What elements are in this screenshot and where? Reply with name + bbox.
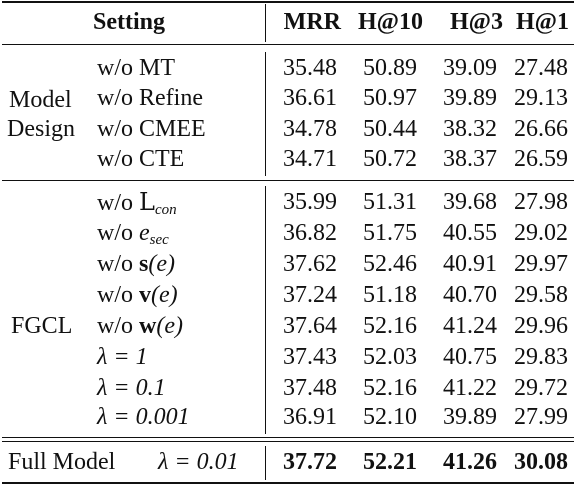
cell-mrr: 35.48 xyxy=(283,55,337,81)
cell-h1: 29.97 xyxy=(514,251,568,277)
cell-h1: 29.72 xyxy=(514,375,568,401)
row-setting: λ = 0.001 xyxy=(97,404,190,430)
loss-symbol: L xyxy=(139,188,155,216)
cell-mrr: 37.64 xyxy=(283,313,337,339)
cell-h3: 38.32 xyxy=(443,116,497,142)
header-rule xyxy=(2,44,574,45)
group-label: FGCL xyxy=(11,313,73,339)
cell-h3: 41.24 xyxy=(443,313,497,339)
cell-h1: 27.48 xyxy=(514,55,568,81)
row-setting: w/o v(e) xyxy=(97,281,178,309)
symbol-subscript: sec xyxy=(149,232,169,248)
cell-h1: 29.96 xyxy=(514,313,568,339)
cell-h1: 26.66 xyxy=(514,116,568,142)
math-symbol: s xyxy=(139,251,149,277)
cell-h1: 30.08 xyxy=(514,449,568,475)
group-rule xyxy=(2,180,574,181)
row-setting: w/o w(e) xyxy=(97,312,183,340)
cell-h10: 51.75 xyxy=(363,220,417,246)
cell-mrr: 34.71 xyxy=(283,146,337,172)
full-model-label: Full Model xyxy=(8,449,116,475)
cell-h3: 39.89 xyxy=(443,85,497,111)
cell-h10: 52.03 xyxy=(363,344,417,370)
cell-mrr: 34.78 xyxy=(283,116,337,142)
top-rule xyxy=(2,1,574,3)
row-setting: w/o CMEE xyxy=(97,116,206,142)
cell-h1: 27.98 xyxy=(514,189,568,215)
cell-h1: 29.58 xyxy=(514,282,568,308)
math-symbol: v xyxy=(139,282,151,308)
cell-h10: 52.46 xyxy=(363,251,417,277)
col-separator xyxy=(265,186,267,434)
cell-mrr: 35.99 xyxy=(283,189,337,215)
header-col-h10: H@10 xyxy=(358,9,423,35)
cell-h10: 50.72 xyxy=(363,146,417,172)
col-separator xyxy=(265,4,267,42)
cell-mrr: 37.43 xyxy=(283,344,337,370)
cell-mrr: 37.24 xyxy=(283,282,337,308)
col-separator xyxy=(265,52,267,176)
cell-mrr: 37.72 xyxy=(283,449,337,475)
cell-mrr: 37.48 xyxy=(283,375,337,401)
cell-h10: 52.21 xyxy=(363,449,417,475)
symbol-argument: (e) xyxy=(151,282,178,308)
setting-prefix: w/o xyxy=(97,313,133,339)
bottom-rule xyxy=(2,482,574,484)
header-col-h1: H@1 xyxy=(516,9,569,35)
header-col-h3: H@3 xyxy=(450,9,503,35)
cell-h1: 29.02 xyxy=(514,220,568,246)
cell-h1: 26.59 xyxy=(514,146,568,172)
cell-h3: 40.55 xyxy=(443,220,497,246)
fullmodel-rule-2 xyxy=(2,441,574,442)
cell-h1: 29.13 xyxy=(514,85,568,111)
symbol-argument: (e) xyxy=(148,251,175,277)
cell-h3: 40.91 xyxy=(443,251,497,277)
symbol-subscript: con xyxy=(154,202,177,218)
cell-mrr: 36.82 xyxy=(283,220,337,246)
math-symbol: e xyxy=(139,220,150,246)
row-setting: λ = 1 xyxy=(97,344,148,370)
setting-prefix: w/o xyxy=(97,251,133,277)
cell-mrr: 36.61 xyxy=(283,85,337,111)
symbol-argument: (e) xyxy=(156,313,183,339)
group-label: Model xyxy=(9,87,72,113)
cell-h3: 40.70 xyxy=(443,282,497,308)
group-label: Design xyxy=(7,116,75,142)
cell-h10: 50.44 xyxy=(363,116,417,142)
cell-h1: 29.83 xyxy=(514,344,568,370)
cell-h3: 39.89 xyxy=(443,404,497,430)
header-col-mrr: MRR xyxy=(283,9,341,35)
cell-h10: 52.10 xyxy=(363,404,417,430)
row-setting: w/o s(e) xyxy=(97,250,175,278)
cell-h3: 41.22 xyxy=(443,375,497,401)
cell-mrr: 36.91 xyxy=(283,404,337,430)
cell-h10: 51.18 xyxy=(363,282,417,308)
row-setting: w/o MT xyxy=(97,55,175,81)
full-model-setting: λ = 0.01 xyxy=(158,449,239,475)
cell-h3: 39.09 xyxy=(443,55,497,81)
col-separator xyxy=(265,446,267,480)
cell-h10: 50.89 xyxy=(363,55,417,81)
setting-prefix: w/o xyxy=(97,190,133,216)
cell-h10: 51.31 xyxy=(363,189,417,215)
row-setting: w/o CTE xyxy=(97,146,185,172)
cell-h1: 27.99 xyxy=(514,404,568,430)
setting-prefix: w/o xyxy=(97,220,133,246)
cell-h3: 41.26 xyxy=(443,449,497,475)
cell-h3: 40.75 xyxy=(443,344,497,370)
fullmodel-rule-1 xyxy=(2,437,574,438)
row-setting: w/o Lcon xyxy=(97,188,177,224)
row-setting: λ = 0.1 xyxy=(97,375,166,401)
cell-h10: 52.16 xyxy=(363,375,417,401)
cell-mrr: 37.62 xyxy=(283,251,337,277)
cell-h10: 50.97 xyxy=(363,85,417,111)
cell-h3: 38.37 xyxy=(443,146,497,172)
cell-h10: 52.16 xyxy=(363,313,417,339)
setting-prefix: w/o xyxy=(97,282,133,308)
row-setting: w/o esec xyxy=(97,219,169,254)
header-setting: Setting xyxy=(93,9,165,35)
math-symbol: w xyxy=(139,313,157,339)
cell-h3: 39.68 xyxy=(443,189,497,215)
row-setting: w/o Refine xyxy=(97,85,203,111)
